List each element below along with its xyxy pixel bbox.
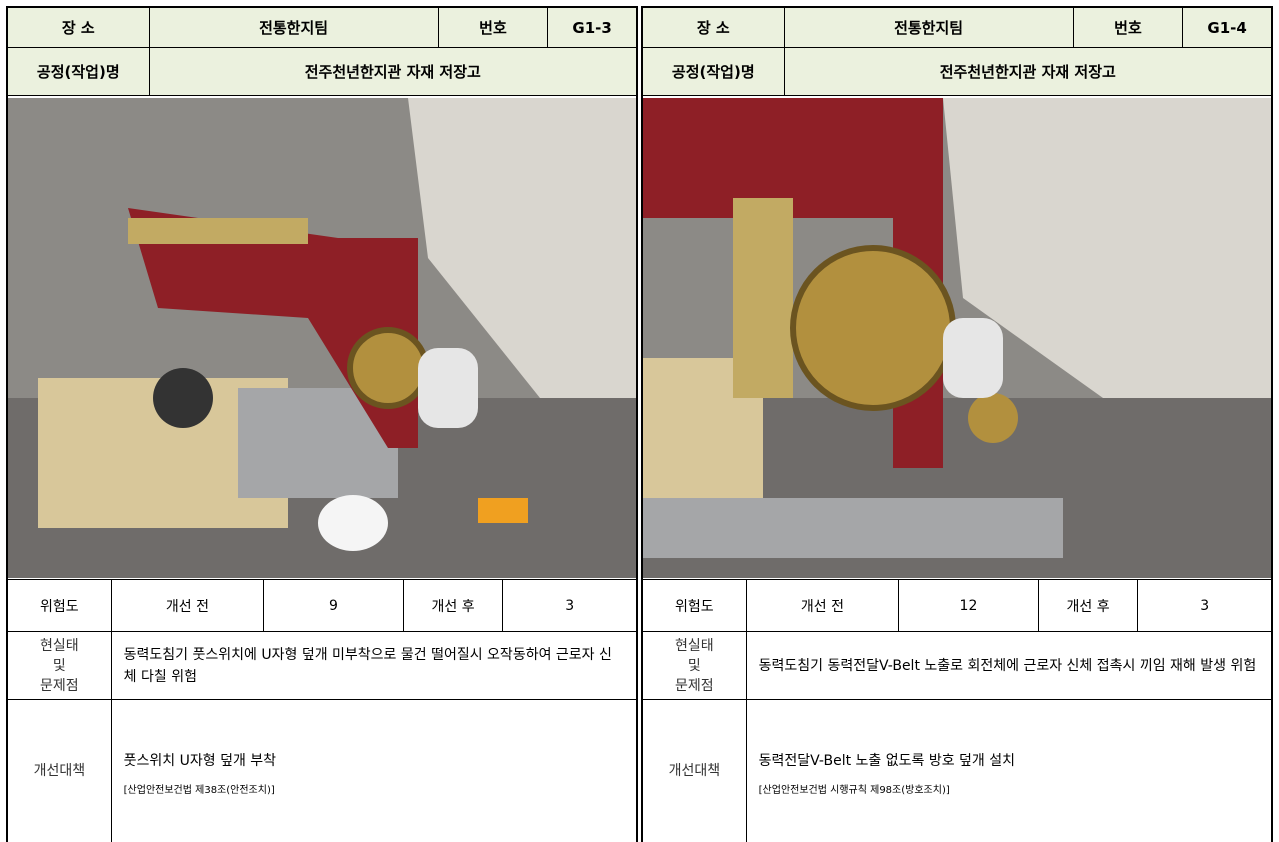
measure: 동력전달V-Belt 노출 없도록 방호 덮개 설치 <box>758 753 1016 769</box>
before-label: 개선 전 <box>747 580 900 631</box>
number: G1-4 <box>1183 8 1271 47</box>
process: 전주천년한지관 자재 저장고 <box>784 48 1271 95</box>
number-label: 번호 <box>438 8 549 47</box>
after-label: 개선 후 <box>1039 580 1139 631</box>
measure-label: 개선대책 <box>8 700 112 842</box>
risk-label: 위험도 <box>8 580 112 631</box>
number: G1-3 <box>548 8 636 47</box>
measure-law: [산업안전보건법 제38조(안전조치)] <box>123 785 275 796</box>
measure-box: 동력전달V-Belt 노출 없도록 방호 덮개 설치 [산업안전보건법 시행규칙 … <box>747 700 1271 842</box>
panel: 장 소 전통한지팀 번호 G1-4 공정(작업)명 전주천년한지관 자재 저장고 위험도… <box>641 6 1273 842</box>
status: 동력도침기 동력전달V-Belt 노출로 회전체에 근로자 신체 접촉시 끼임 … <box>758 657 1257 674</box>
number-label: 번호 <box>1073 8 1184 47</box>
process: 전주천년한지관 자재 저장고 <box>149 48 636 95</box>
photo <box>643 97 1271 578</box>
status-label: 현실태 및 문제점 <box>8 632 112 699</box>
before-label: 개선 전 <box>112 580 265 631</box>
process-label: 공정(작업)명 <box>643 48 785 95</box>
after: 3 <box>565 597 575 614</box>
process-label: 공정(작업)명 <box>8 48 150 95</box>
before: 9 <box>264 580 404 631</box>
measure-box: 풋스위치 U자형 덮개 부착 [산업안전보건법 제38조(안전조치)] <box>112 700 636 842</box>
place: 전통한지팀 <box>784 8 1074 47</box>
status: 동력도침기 풋스위치에 U자형 덮개 미부착으로 물건 떨어질시 오작동하여 근… <box>123 646 612 685</box>
after-label: 개선 후 <box>404 580 504 631</box>
place: 전통한지팀 <box>149 8 439 47</box>
after: 3 <box>1200 597 1210 614</box>
measure-label: 개선대책 <box>643 700 747 842</box>
panel: 장 소 전통한지팀 번호 G1-3 공정(작업)명 전주천년한지관 자재 저장고 위험도… <box>6 6 638 842</box>
photo <box>8 97 636 578</box>
measure-law: [산업안전보건법 시행규칙 제98조(방호조치)] <box>758 785 950 796</box>
measure: 풋스위치 U자형 덮개 부착 <box>123 753 277 769</box>
place-label: 장 소 <box>8 8 150 47</box>
status-label: 현실태 및 문제점 <box>643 632 747 699</box>
place-label: 장 소 <box>643 8 785 47</box>
risk-label: 위험도 <box>643 580 747 631</box>
before: 12 <box>899 580 1039 631</box>
